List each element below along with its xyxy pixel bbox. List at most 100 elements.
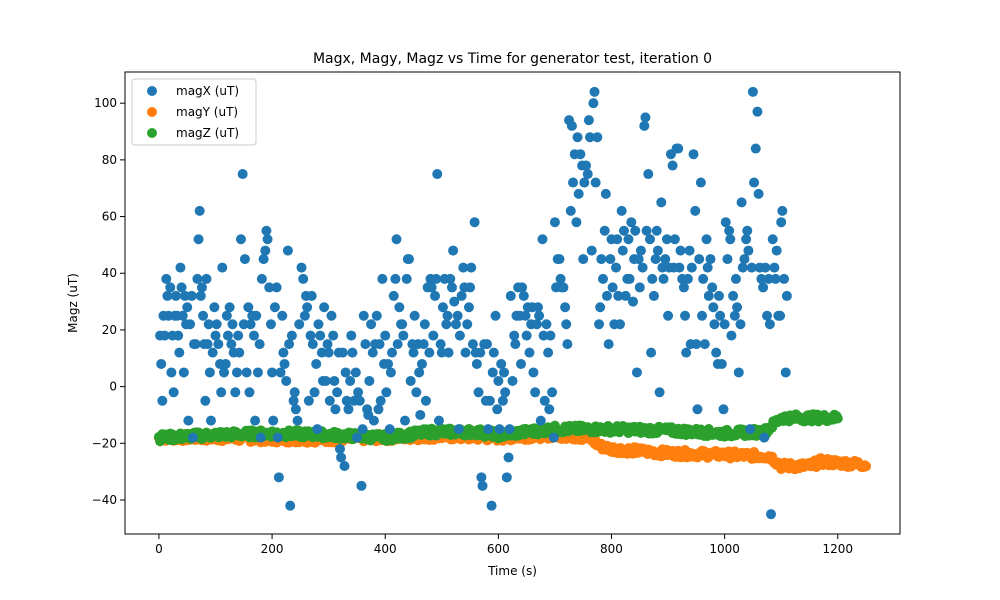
point-magx xyxy=(588,98,599,109)
point-magx xyxy=(528,367,539,378)
x-axis-ticks: 0 200 400 600 800 1000 1200 xyxy=(155,534,853,556)
point-magx xyxy=(607,282,618,293)
point-magx xyxy=(737,262,748,273)
point-magx xyxy=(719,319,730,330)
point-magx xyxy=(411,387,422,398)
point-magx xyxy=(504,424,515,435)
point-magx xyxy=(353,387,364,398)
point-magx xyxy=(170,290,181,301)
point-magx xyxy=(345,375,356,386)
point-magx xyxy=(571,217,582,228)
point-magx xyxy=(415,409,426,420)
point-magx xyxy=(705,254,716,265)
point-magx xyxy=(296,262,307,273)
point-magx xyxy=(268,415,279,426)
x-tick-label: 200 xyxy=(261,542,284,556)
point-magx xyxy=(271,282,282,293)
point-magx xyxy=(336,452,347,463)
point-magx xyxy=(548,432,559,443)
point-magx xyxy=(174,347,185,358)
point-magx xyxy=(488,347,499,358)
point-magx xyxy=(466,262,477,273)
point-magx xyxy=(573,188,584,199)
point-magx xyxy=(272,432,283,443)
point-magx xyxy=(391,234,402,245)
point-magx xyxy=(565,205,576,216)
point-magx xyxy=(644,234,655,245)
point-magx xyxy=(531,319,542,330)
point-magx xyxy=(510,339,521,350)
point-magx xyxy=(695,177,706,188)
point-magx xyxy=(612,234,623,245)
point-magx xyxy=(743,245,754,256)
point-magx xyxy=(221,310,232,321)
point-magx xyxy=(235,234,246,245)
point-magx xyxy=(285,500,296,511)
point-magx xyxy=(375,395,386,406)
point-magx xyxy=(758,282,769,293)
point-magx xyxy=(277,310,288,321)
point-magx xyxy=(281,375,292,386)
y-tick-label: 80 xyxy=(102,153,117,167)
point-magx xyxy=(388,290,399,301)
point-magx xyxy=(414,367,425,378)
point-magx xyxy=(289,387,300,398)
point-magx xyxy=(305,330,316,341)
point-magx xyxy=(182,302,193,313)
point-magx xyxy=(736,197,747,208)
point-magx xyxy=(684,245,695,256)
point-magx xyxy=(435,339,446,350)
point-magx xyxy=(715,310,726,321)
point-magx xyxy=(193,234,204,245)
point-magx xyxy=(675,245,686,256)
point-magx xyxy=(303,395,314,406)
point-magx xyxy=(284,339,295,350)
point-magx xyxy=(430,290,440,301)
legend-box xyxy=(131,78,257,146)
point-magx xyxy=(599,225,610,236)
point-magx xyxy=(732,302,743,313)
point-magx xyxy=(166,367,177,378)
point-magx xyxy=(517,282,528,293)
point-magx xyxy=(702,262,713,273)
point-magx xyxy=(198,310,209,321)
point-magx xyxy=(465,282,476,293)
point-magx xyxy=(209,302,220,313)
point-magx xyxy=(204,367,215,378)
point-magx xyxy=(620,290,631,301)
point-magx xyxy=(237,169,248,180)
point-magx xyxy=(462,319,473,330)
point-magx xyxy=(340,367,351,378)
point-magx xyxy=(690,205,701,216)
point-magx xyxy=(224,302,235,313)
point-magx xyxy=(371,310,382,321)
point-magx xyxy=(709,319,720,330)
point-magx xyxy=(476,472,487,483)
point-magx xyxy=(686,262,697,273)
point-magx xyxy=(534,310,545,321)
point-magx xyxy=(186,290,197,301)
point-magx xyxy=(747,86,758,97)
point-magx xyxy=(699,339,710,350)
y-tick-label: 100 xyxy=(94,96,117,110)
point-magx xyxy=(233,330,244,341)
point-magx xyxy=(762,310,773,321)
point-magx xyxy=(448,245,459,256)
point-magx xyxy=(760,262,771,273)
point-magx xyxy=(603,339,614,350)
point-magx xyxy=(473,387,484,398)
point-magx xyxy=(322,339,333,350)
point-magx xyxy=(582,169,593,180)
point-magx xyxy=(350,367,361,378)
point-magx xyxy=(656,197,667,208)
point-magx xyxy=(682,273,693,284)
point-magx xyxy=(245,319,256,330)
point-magx xyxy=(328,330,339,341)
point-magx xyxy=(312,424,323,435)
point-magx xyxy=(454,330,465,341)
point-magx xyxy=(728,290,739,301)
y-tick-label: 20 xyxy=(102,323,117,337)
point-magx xyxy=(739,254,750,265)
point-magx xyxy=(746,262,757,273)
